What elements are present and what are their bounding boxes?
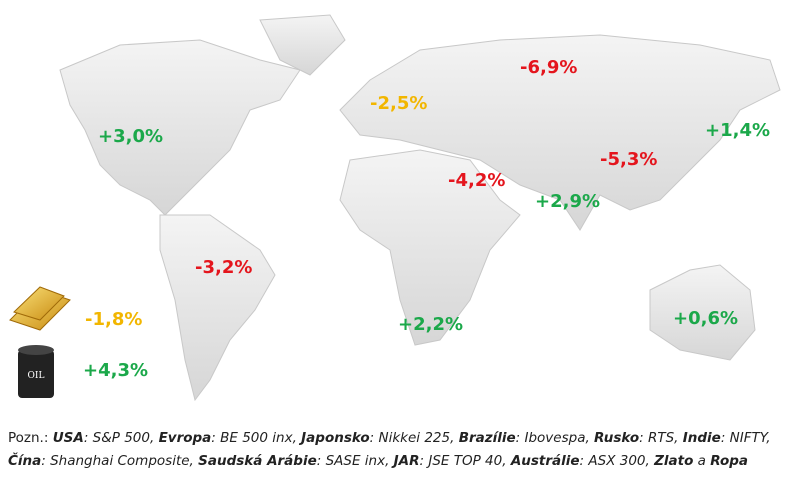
note-segment: : RTS, [639,430,683,446]
note-segment: Ropa [710,453,748,469]
change-label: -4,2% [448,170,506,191]
gold-icon [9,286,71,331]
note-segment: Brazílie [458,430,516,446]
change-label: -1,8% [85,309,143,330]
change-label: +0,6% [673,308,739,329]
note-segment: : S&P 500, [83,430,159,446]
world-map: OIL [9,14,781,402]
change-label: +1,4% [705,120,771,141]
note-segment: : Shanghai Composite, [41,453,199,469]
continents [59,14,781,402]
note-segment: Rusko [594,430,640,446]
south-america [159,214,276,402]
note-segment: : Ibovespa, [515,430,595,446]
note-segment: Indie [682,430,721,446]
europe-asia [339,34,781,231]
note-segment: a [693,453,711,469]
change-label: +3,0% [98,126,164,147]
note-segment: Čína [8,453,42,469]
note-segment: : SASE inx, [316,453,394,469]
note-line: Čína: Shanghai Composite, Saudská Arábie… [8,453,748,469]
note-segment: : JSE TOP 40, [419,453,511,469]
note-segment: Saudská Arábie [198,453,317,469]
change-label: -5,3% [600,149,658,170]
change-label: +4,3% [83,360,149,381]
note-segment: Evropa [158,430,212,446]
note-segment: Austrálie [510,453,580,469]
australia [649,264,756,361]
change-label: +2,2% [398,314,464,335]
north-america [59,39,301,216]
note-segment: : ASX 300, [579,453,655,469]
note-segment: JAR [393,453,420,469]
oil-barrel-icon: OIL [18,345,54,398]
note-line: Pozn.: USA: S&P 500, Evropa: BE 500 inx,… [8,430,771,446]
note-segment: Pozn.: [8,430,53,446]
note-segment: : BE 500 inx, [211,430,302,446]
svg-text:OIL: OIL [28,371,45,381]
note-segment: : NIFTY, [720,430,771,446]
africa [339,149,521,346]
greenland [259,14,346,76]
note-segment: USA [52,430,84,446]
change-label: -6,9% [520,57,578,78]
change-label: -3,2% [195,257,253,278]
change-label: -2,5% [370,93,428,114]
change-label: +2,9% [535,191,601,212]
note-segment: Zlato [654,453,694,469]
note-segment: : Nikkei 225, [369,430,459,446]
note-segment: Japonsko [301,430,370,446]
